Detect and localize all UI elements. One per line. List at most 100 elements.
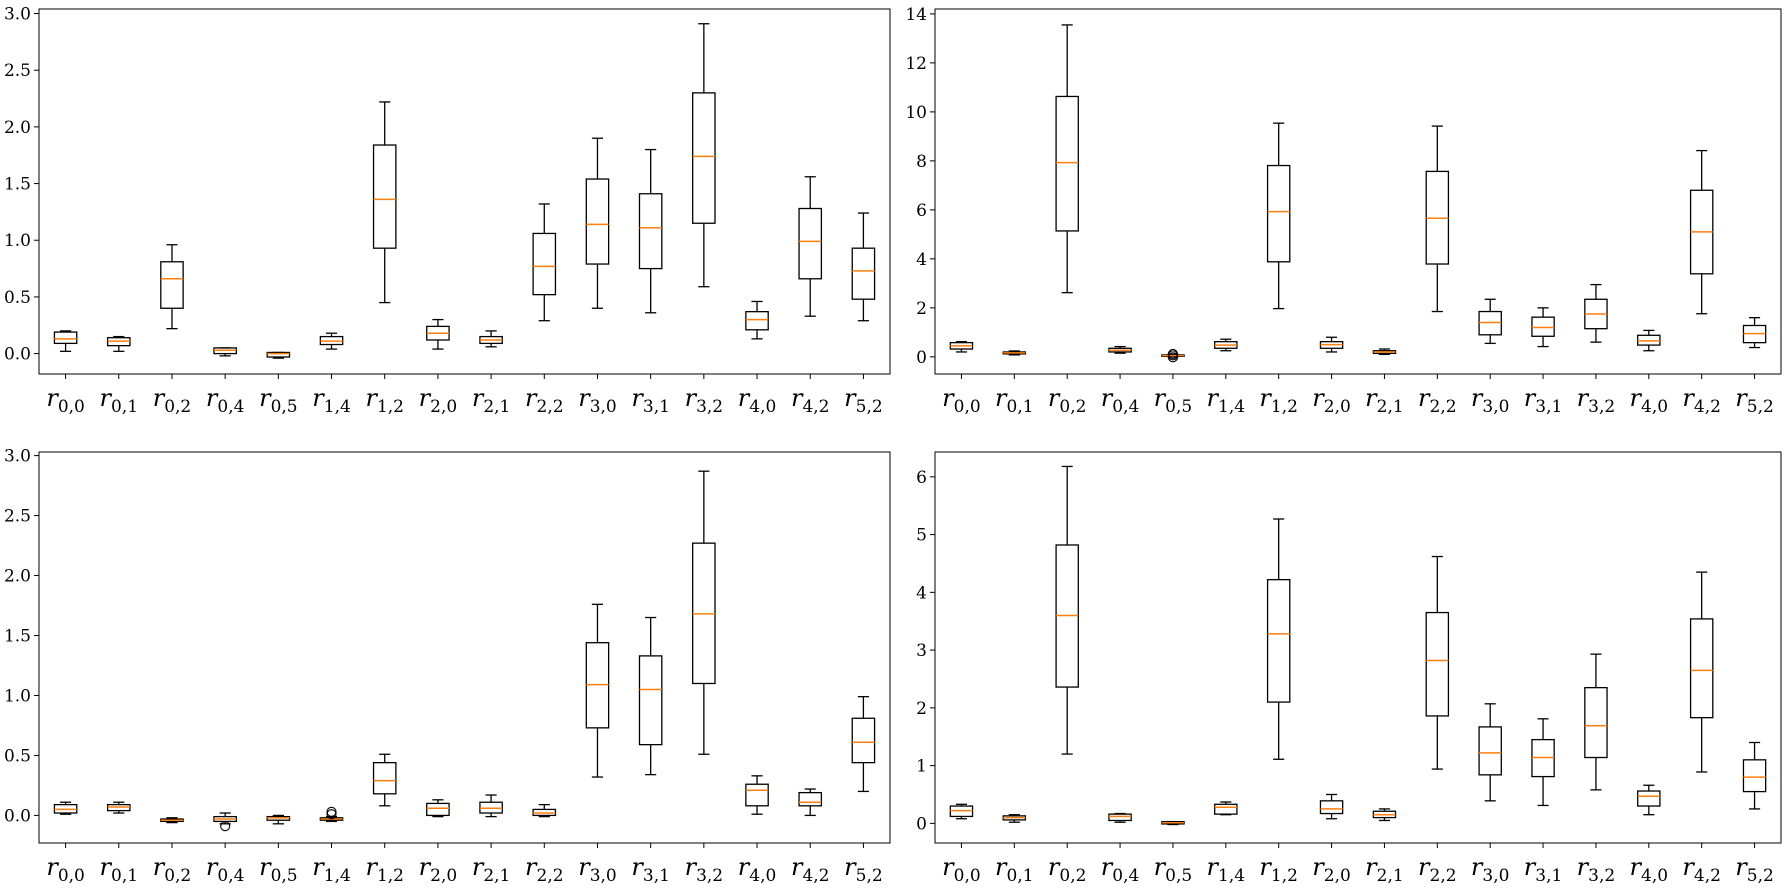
box: [1689, 618, 1714, 719]
x-tick-label: r5,2: [844, 853, 883, 886]
x-tick-label: r0,5: [259, 853, 298, 886]
y-tick-label: 1.5: [4, 175, 31, 195]
y-tick-label: 6: [916, 201, 927, 221]
y-tick-label: 6: [916, 468, 927, 488]
box: [692, 92, 716, 224]
box: [1319, 800, 1344, 815]
flier-point: [326, 806, 337, 817]
x-tick-label: r2,0: [1312, 853, 1351, 886]
y-tick-label: 0.0: [4, 806, 31, 826]
x-tick-label: r0,1: [995, 853, 1034, 886]
x-tick-label: r3,1: [631, 384, 670, 417]
y-tick-label: 2.5: [4, 507, 31, 527]
y-tick-label: 0.5: [4, 288, 31, 308]
x-tick-label: r2,0: [419, 384, 458, 417]
axes-frame: [934, 8, 1782, 375]
y-tick-label: 0: [916, 348, 927, 368]
x-tick-label: r5,2: [1735, 853, 1774, 886]
x-tick-label: r0,0: [46, 384, 85, 417]
x-tick-label: r0,5: [259, 384, 298, 417]
axes-frame: [38, 8, 891, 375]
box: [851, 247, 876, 300]
x-tick-label: r0,1: [100, 853, 139, 886]
x-tick-label: r0,0: [942, 853, 981, 886]
x-tick-label: r3,0: [1471, 384, 1510, 417]
y-tick-label: 0: [916, 814, 927, 834]
x-tick-label: r3,1: [631, 853, 670, 886]
x-tick-label: r2,1: [472, 384, 511, 417]
box: [585, 178, 610, 265]
x-tick-label: r2,1: [1365, 384, 1404, 417]
box: [1108, 813, 1132, 822]
box: [638, 655, 663, 746]
subplot-bottom-left: 0.0 0.5 1.0 1.5 2.0 2.5 3.0 r0,0 r0,1 r0,2 r0,4 r0,…: [4, 447, 891, 886]
box: [1584, 686, 1608, 759]
y-tick-label: 10: [905, 103, 927, 123]
box: [53, 331, 78, 345]
y-tick-label: 2: [916, 699, 927, 719]
y-tick-label: 3.0: [4, 447, 31, 467]
x-tick-label: r0,2: [153, 384, 192, 417]
y-tick-label: 14: [905, 5, 927, 25]
box: [266, 351, 291, 358]
x-tick-label: r0,4: [1101, 853, 1140, 886]
subplot-top-right: 0 2 4 6 8 10 12 14 r0,0 r0,1 r0,2 r0,4 r0,5 r1,4 r1,2 r…: [905, 5, 1782, 417]
y-tick-label: 5: [916, 526, 927, 546]
y-tick-label: 2.5: [4, 61, 31, 81]
y-tick-label: 1.0: [4, 686, 31, 706]
box: [1637, 790, 1661, 807]
x-tick-label: r1,4: [312, 384, 351, 417]
x-tick-label: r0,0: [46, 853, 85, 886]
x-tick-label: r2,1: [1365, 853, 1404, 886]
x-tick-label: r2,2: [1418, 853, 1457, 886]
y-tick-label: 12: [905, 54, 927, 74]
x-tick-label: r1,4: [1207, 853, 1246, 886]
box: [745, 311, 769, 331]
y-tick-label: 0.0: [4, 345, 31, 365]
x-tick-label: r3,0: [1471, 853, 1510, 886]
x-tick-label: r2,0: [1312, 384, 1351, 417]
flier-point: [1167, 352, 1178, 363]
box: [532, 232, 557, 296]
x-tick-label: r2,2: [525, 384, 564, 417]
x-tick-label: r2,1: [472, 853, 511, 886]
box: [851, 717, 876, 764]
x-tick-label: r0,2: [153, 853, 192, 886]
y-tick-label: 4: [916, 250, 927, 270]
subplot-top-left: 0.0 0.5 1.0 1.5 2.0 2.5 3.0 r0,0 r0,1 r0,2 r0,4 r0,…: [4, 5, 891, 417]
x-tick-label: r2,2: [1418, 384, 1457, 417]
box: [372, 761, 397, 795]
x-tick-label: r0,4: [1101, 384, 1140, 417]
box: [798, 207, 823, 280]
x-tick-label: r0,2: [1048, 384, 1087, 417]
y-tick-label: 4: [916, 583, 927, 603]
x-tick-label: r0,5: [1154, 853, 1193, 886]
x-tick-label: r4,0: [1630, 384, 1669, 417]
x-tick-label: r5,2: [1735, 384, 1774, 417]
subplot-bottom-right: 0 1 2 3 4 5 6 r0,0 r0,1 r0,2 r0,4 r0,5 r1,4 r1,2 r2,0 r…: [916, 451, 1782, 886]
box: [160, 261, 184, 309]
y-tick-label: 8: [916, 152, 927, 172]
x-tick-label: r4,0: [1630, 853, 1669, 886]
x-tick-label: r3,2: [685, 384, 724, 417]
x-tick-label: r1,2: [1259, 384, 1298, 417]
x-tick-label: r4,2: [791, 853, 830, 886]
x-tick-label: r0,2: [1048, 853, 1087, 886]
y-tick-label: 3.0: [4, 5, 31, 25]
x-tick-label: r0,0: [942, 384, 981, 417]
box: [1425, 611, 1450, 717]
axes-frame: [934, 451, 1782, 844]
x-tick-label: r3,1: [1524, 384, 1563, 417]
x-tick-label: r2,0: [419, 853, 458, 886]
x-tick-label: r1,2: [365, 384, 404, 417]
box: [372, 144, 397, 249]
x-tick-label: r3,0: [578, 853, 617, 886]
box: [1266, 164, 1291, 263]
y-tick-label: 2.0: [4, 118, 31, 138]
x-tick-label: r4,2: [1682, 384, 1721, 417]
y-tick-label: 3: [916, 641, 927, 661]
y-tick-label: 2: [916, 299, 927, 319]
x-tick-label: r3,2: [685, 853, 724, 886]
x-tick-label: r1,2: [365, 853, 404, 886]
